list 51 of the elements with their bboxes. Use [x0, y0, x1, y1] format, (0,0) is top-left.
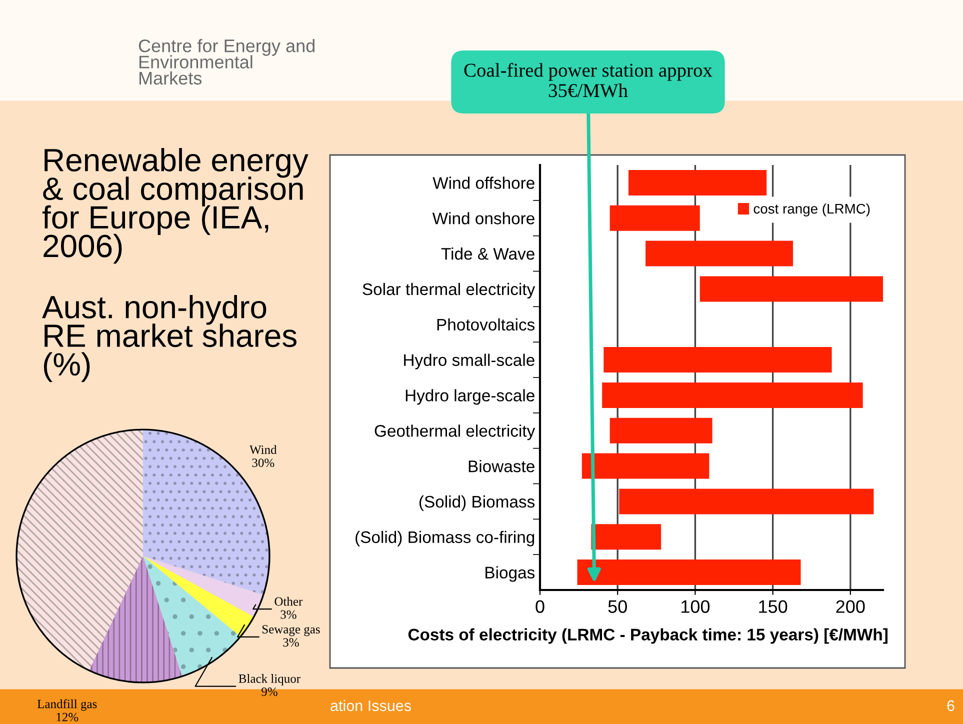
annotation: Coal-fired power station approx 35€/MWh: [464, 62, 712, 98]
pie-slice: [89, 556, 182, 682]
bar: [700, 276, 883, 302]
y-tick-label: Biogas: [486, 566, 535, 582]
pie-slice: [143, 556, 254, 637]
bar: [582, 453, 710, 479]
bar: [619, 488, 874, 514]
y-tick-label: Hydro large-scale: [406, 389, 534, 405]
y-tick-label: (Solid) Biomass co-firing: [356, 530, 534, 546]
text: 6: [947, 700, 954, 712]
slice-label: Landfill gas: [37, 699, 97, 711]
y-tick-label: Hydro small-scale: [404, 354, 534, 370]
x-tick-label: 100: [682, 600, 710, 613]
bar: [577, 560, 801, 586]
bar: [591, 524, 662, 550]
pie-slice: [16, 430, 143, 670]
data-label: 30%: [252, 458, 274, 468]
x-tick-label: 150: [759, 600, 788, 613]
x-tick-label: 50: [608, 600, 627, 613]
bar: [610, 418, 712, 444]
y-tick-label: Wind onshore: [432, 212, 534, 224]
slice-label: Black liquor: [238, 674, 300, 686]
legend-label: cost range (LRMC): [754, 203, 870, 216]
y-tick-label: Wind offshore: [432, 176, 534, 189]
data-label: 3%: [283, 638, 299, 647]
text: Renewable energy & coal comparison for Europe (IEA, 2006): [42, 148, 308, 264]
y-tick-label: Biowaste: [468, 460, 534, 472]
slice-label: Sewage gas: [262, 625, 320, 636]
y-tick-label: Photovoltaics: [437, 318, 535, 331]
data-label: 3%: [280, 610, 296, 619]
y-tick-label: Tide & Wave: [441, 248, 534, 260]
y-tick-label: Solar thermal electricity: [362, 282, 536, 298]
x-tick-label: 0: [536, 600, 544, 613]
bar: [610, 205, 700, 231]
data-label: 12%: [56, 712, 78, 722]
data-label: 9%: [262, 687, 278, 696]
text: ation Issues: [330, 700, 411, 712]
x-axis-title: Costs of electricity (LRMC - Payback time: 15 years) [€/MWh]: [408, 628, 888, 644]
y-tick-label: (Solid) Biomass: [419, 495, 535, 511]
bar: [604, 347, 832, 373]
slice-label: Wind: [250, 445, 277, 454]
bar: [646, 240, 793, 266]
chart-title: Aust. non-hydro RE market shares (%): [42, 295, 296, 382]
y-tick-label: Geothermal electricity: [374, 424, 536, 440]
slice-label: Other: [274, 596, 303, 606]
pie-slice: [143, 556, 240, 676]
bar: [602, 382, 863, 408]
x-tick-label: 200: [836, 600, 865, 613]
text: Centre for Energy and Environmental Markets: [138, 39, 314, 85]
pie-slice: [143, 556, 264, 617]
bar: [628, 170, 767, 196]
